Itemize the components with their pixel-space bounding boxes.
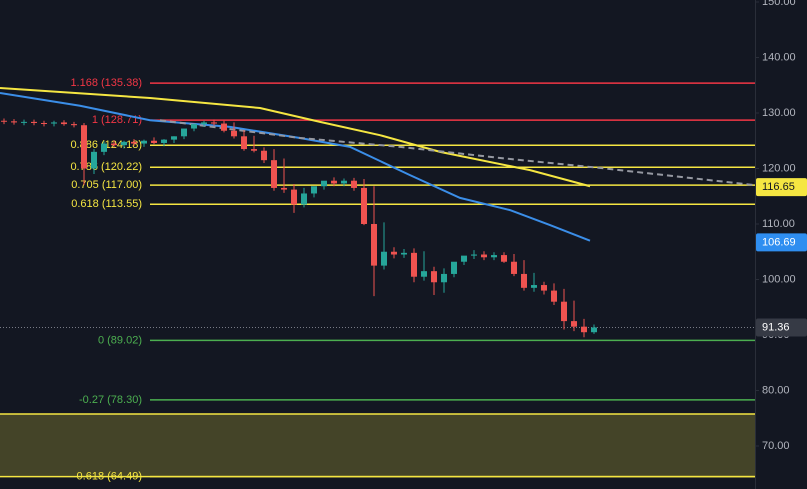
candle-body — [481, 254, 487, 258]
candle-body — [291, 189, 297, 205]
candle-body — [501, 255, 507, 262]
candle-body — [31, 121, 37, 123]
candle-body — [451, 261, 457, 274]
candle-body — [161, 139, 167, 143]
candle-body — [131, 141, 137, 144]
candle-body — [191, 124, 197, 129]
candle-body — [371, 223, 377, 266]
fib-label: 0.705 (117.00) — [71, 179, 142, 191]
candle-body — [211, 122, 217, 124]
candle-body — [51, 122, 57, 124]
fib-label: 0 (89.02) — [98, 334, 142, 346]
price-badge — [756, 178, 807, 197]
candle-body — [281, 187, 287, 190]
candle-body — [111, 143, 117, 146]
indicator-line — [0, 87, 591, 188]
candle-body — [41, 122, 47, 124]
candle-body — [391, 251, 397, 255]
candle-body — [61, 122, 67, 125]
candle-body — [491, 255, 497, 258]
candle-body — [521, 273, 527, 288]
price-badge-label: 116.65 — [762, 181, 795, 193]
candle-body — [411, 252, 417, 277]
candle-body — [511, 261, 517, 274]
candle-body — [531, 285, 537, 288]
y-tick-label: 100.00 — [762, 273, 796, 285]
candle-body — [141, 140, 147, 144]
candle-body — [91, 151, 97, 169]
fib-label: 1.168 (135.38) — [70, 77, 142, 89]
candle-body — [171, 136, 177, 140]
candle-body — [401, 252, 407, 255]
candle-body — [551, 290, 557, 302]
indicator-line — [159, 119, 756, 187]
candle-body — [11, 121, 17, 123]
candle-body — [461, 255, 467, 262]
candle-body — [151, 140, 157, 143]
y-tick-label: 70.00 — [762, 440, 790, 452]
y-tick-label: 110.00 — [762, 218, 795, 230]
fib-label: -0.618 (64.49) — [73, 470, 142, 482]
candle-body — [121, 141, 127, 146]
y-tick-label: 120.00 — [762, 162, 796, 174]
fib-label: 0.786 (120.22) — [70, 161, 142, 173]
fib-label: 0.618 (113.55) — [71, 198, 142, 210]
indicator-line — [0, 92, 591, 242]
candle-body — [541, 285, 547, 291]
candle-body — [181, 128, 187, 137]
candle-body — [21, 121, 27, 123]
y-tick-label: 150.00 — [762, 0, 796, 8]
candle-body — [351, 180, 357, 188]
candle-body — [311, 186, 317, 194]
candle-body — [221, 123, 227, 131]
candle-body — [471, 254, 477, 256]
candle-body — [561, 301, 567, 322]
candle-body — [101, 143, 107, 152]
candle-body — [301, 193, 307, 205]
candle-body — [201, 122, 207, 125]
candle-body — [241, 136, 247, 150]
candle-body — [1, 120, 7, 122]
price-badge-label: 91.36 — [762, 321, 790, 333]
candle-body — [261, 150, 267, 161]
candle-body — [381, 251, 387, 266]
candle-body — [81, 125, 87, 169]
candle-body — [591, 327, 597, 333]
y-tick-label: 140.00 — [762, 51, 796, 63]
zone — [0, 413, 755, 477]
candle-body — [231, 130, 237, 137]
candle-body — [431, 271, 437, 283]
y-tick-label: 130.00 — [762, 107, 796, 119]
candle-body — [421, 271, 427, 277]
y-tick-label: 80.00 — [762, 384, 790, 396]
candle-body — [321, 180, 327, 187]
candle-body — [251, 149, 257, 151]
fib-label: 1 (128.71) — [92, 114, 142, 126]
fib-label: -0.27 (78.30) — [79, 394, 142, 406]
candle-body — [341, 180, 347, 184]
candle-body — [441, 273, 447, 283]
price-badge — [756, 233, 807, 252]
price-badge — [756, 318, 807, 337]
candle-body — [581, 326, 587, 333]
candle-body — [331, 180, 337, 184]
candle-body — [71, 124, 77, 126]
candle-body — [361, 187, 367, 224]
price-badge-label: 106.69 — [762, 236, 796, 248]
candle-body — [271, 160, 277, 188]
candle-body — [571, 321, 577, 327]
